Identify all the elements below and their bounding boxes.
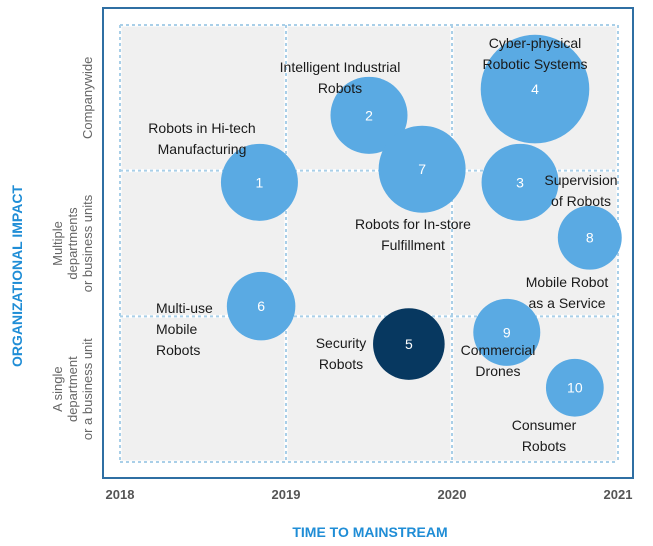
- annotation-9: Commercial Drones: [461, 342, 536, 379]
- bubble-number-10: 10: [567, 380, 583, 396]
- bubble-4: [480, 34, 590, 144]
- bubble-number-4: 4: [531, 81, 539, 97]
- grid-cell: [121, 317, 285, 461]
- annotation-5: Security Robots: [316, 335, 367, 372]
- bubble-number-6: 6: [257, 298, 265, 314]
- annotation-10: Consumer Robots: [512, 417, 577, 454]
- y-tick-label: A singledepartmentor a business unit: [50, 338, 95, 440]
- annotation-2: Intelligent Industrial Robots: [280, 59, 401, 96]
- bubbles: 1 2 3 4 5 6 7 8 9 10: [220, 34, 622, 417]
- bubble-1: [220, 143, 298, 221]
- x-tick-label: 2020: [438, 487, 467, 502]
- annotation-6: Multi-use Mobile Robots: [156, 300, 213, 358]
- x-axis-ticks: 2018 2019 2020 2021: [106, 487, 633, 502]
- bubble-number-2: 2: [365, 107, 373, 123]
- y-tick-label: Multipledepartmentsor business units: [50, 194, 95, 292]
- annotation-8: Mobile Robot as a Service: [526, 274, 609, 311]
- x-tick-label: 2018: [106, 487, 135, 502]
- chart-frame: [102, 7, 634, 479]
- x-axis-title: TIME TO MAINSTREAM: [292, 524, 447, 540]
- y-tick-label: Companywide: [80, 57, 95, 139]
- annotations: Robots in Hi-tech Manufacturing Intelligen…: [148, 35, 617, 454]
- bubble-2: [330, 76, 408, 154]
- x-tick-label: 2019: [272, 487, 301, 502]
- annotation-4: Cyber-physical Robotic Systems: [482, 35, 587, 72]
- bubble-9: [473, 298, 541, 366]
- y-axis-ticks: A singledepartmentor a business unit Mult…: [50, 57, 95, 440]
- y-axis-title: ORGANIZATIONAL IMPACT: [9, 185, 25, 367]
- bubble-7: [378, 125, 466, 213]
- annotation-3: Supervision of Robots: [544, 172, 617, 209]
- bubble-8: [557, 205, 622, 270]
- bubble-5: [373, 308, 445, 380]
- bubble-number-1: 1: [256, 174, 264, 190]
- bubble-3: [481, 143, 559, 221]
- bubble-10: [545, 358, 604, 417]
- bubble-number-5: 5: [405, 336, 413, 352]
- svg-text:Multipledepartmentsor business: Multipledepartmentsor business units: [50, 194, 95, 292]
- bubble-number-9: 9: [503, 324, 511, 340]
- annotation-7: Robots for In-store Fulfillment: [355, 216, 471, 253]
- annotation-1: Robots in Hi-tech Manufacturing: [148, 120, 255, 157]
- bubble-number-8: 8: [586, 230, 594, 246]
- bubble-number-3: 3: [516, 174, 524, 190]
- svg-text:Companywide: Companywide: [80, 57, 95, 139]
- bubble-number-7: 7: [418, 161, 426, 177]
- svg-text:A singledepartmentor a busines: A singledepartmentor a business unit: [50, 338, 95, 440]
- bubble-6: [226, 271, 296, 341]
- x-tick-label: 2021: [604, 487, 633, 502]
